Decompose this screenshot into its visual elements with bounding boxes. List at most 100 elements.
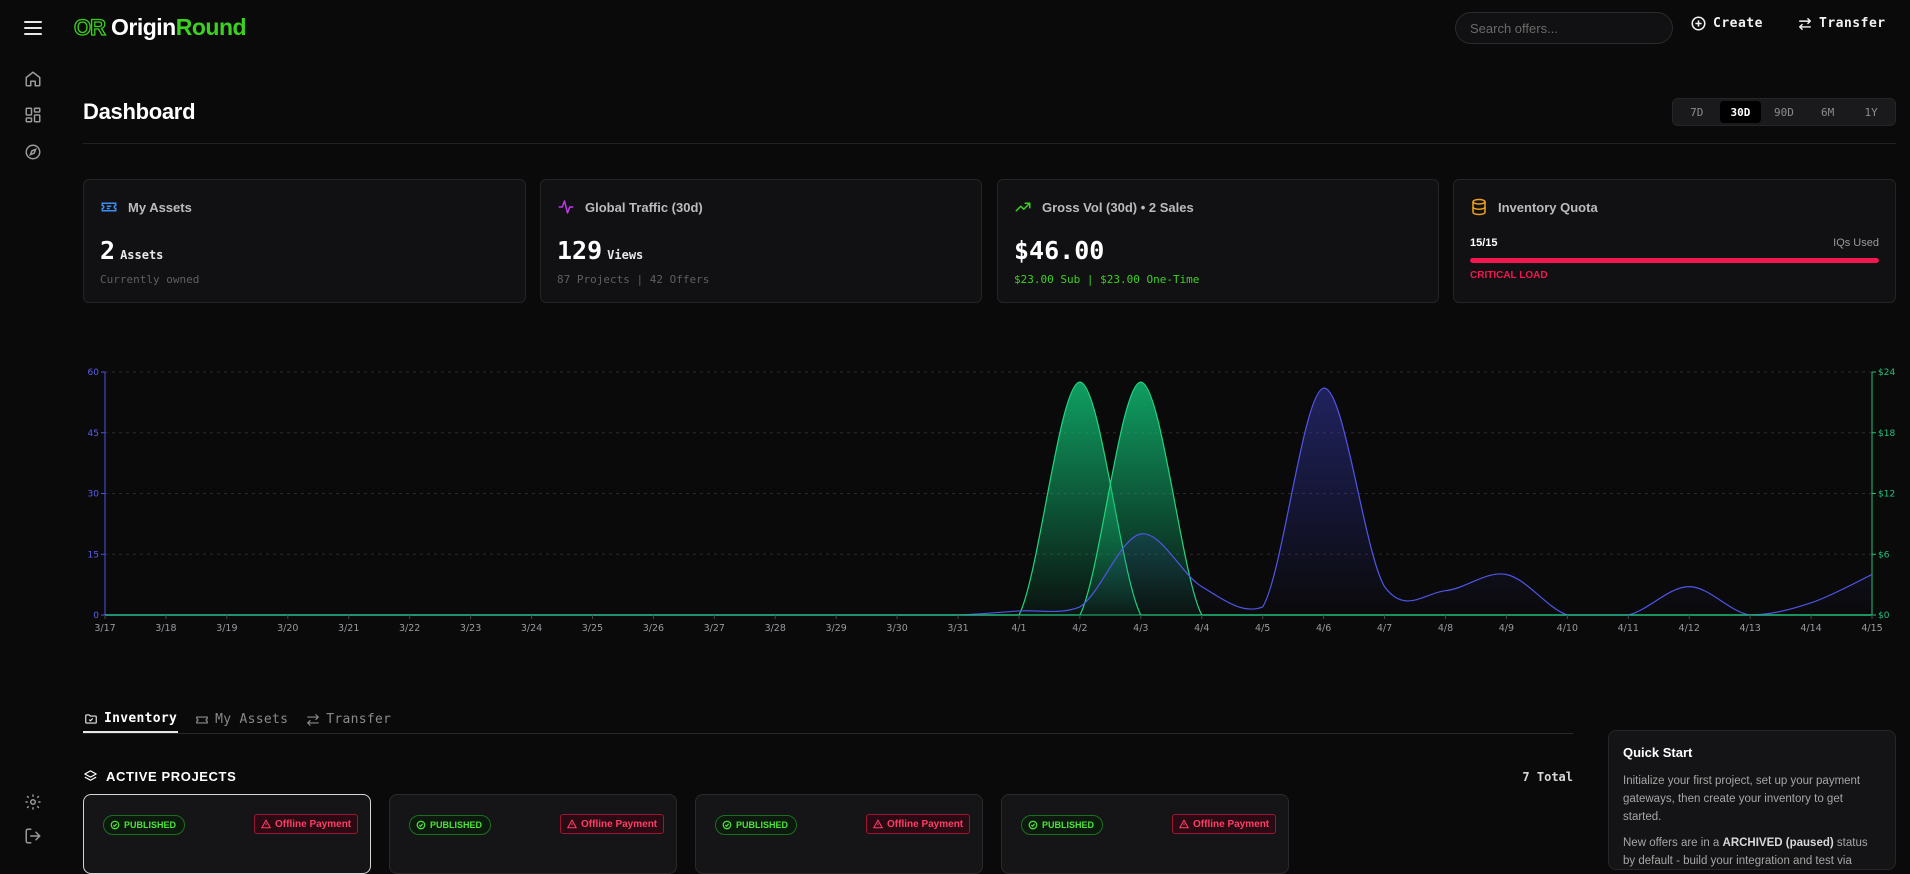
sidebar xyxy=(0,0,66,856)
create-button[interactable]: Create xyxy=(1691,16,1763,31)
x-tick-label: 4/10 xyxy=(1557,623,1578,634)
quickstart-panel: Quick Start Initialize your first projec… xyxy=(1608,730,1896,870)
stat-value: 129 xyxy=(557,236,603,265)
y-tick-label-left: 15 xyxy=(88,550,99,560)
y-tick-label-right: $18 xyxy=(1878,429,1895,439)
brand-name: OriginRound xyxy=(111,14,247,40)
ticket-icon xyxy=(101,202,117,212)
range-selector: 7D 30D 90D 6M 1Y xyxy=(1672,98,1896,126)
logout-icon[interactable] xyxy=(21,824,45,848)
quickstart-text-2: New offers are in a ARCHIVED (paused) st… xyxy=(1623,837,1868,867)
transfer-button[interactable]: Transfer xyxy=(1798,16,1886,31)
tab-my-assets[interactable]: My Assets xyxy=(194,706,289,733)
ticket-icon xyxy=(196,716,208,723)
warning-icon xyxy=(1179,819,1189,829)
dashboard-icon[interactable] xyxy=(21,103,45,127)
stat-unit: Assets xyxy=(120,248,164,262)
x-tick-label: 4/9 xyxy=(1499,623,1514,634)
y-tick-label-left: 45 xyxy=(88,429,99,439)
x-tick-label: 4/14 xyxy=(1800,623,1821,634)
warning-icon xyxy=(567,819,577,829)
stat-card-quota[interactable]: Inventory Quota 15/15 IQs Used CRITICAL … xyxy=(1453,179,1896,303)
transfer-icon xyxy=(1799,17,1811,30)
revenue-series-area xyxy=(105,382,1872,615)
header-divider xyxy=(83,143,1896,144)
search-input[interactable] xyxy=(1455,12,1673,44)
quota-progress-bar xyxy=(1470,258,1879,263)
range-7d[interactable]: 7D xyxy=(1690,105,1704,119)
x-tick-label: 3/31 xyxy=(947,623,968,634)
tab-label: My Assets xyxy=(215,712,289,727)
project-card[interactable]: PUBLISHED Offline Payment xyxy=(695,794,983,874)
status-badge: PUBLISHED xyxy=(103,815,186,835)
range-1y[interactable]: 1Y xyxy=(1864,105,1878,119)
status-badge: PUBLISHED xyxy=(715,815,798,835)
section-title: ACTIVE PROJECTS xyxy=(83,769,236,784)
check-circle-icon xyxy=(1028,820,1038,830)
x-tick-label: 4/3 xyxy=(1133,623,1148,634)
traffic-revenue-chart: 0 $0 15 $6 30 $12 45 $18 60 $24 3/17 3/18 3/19 3/20 3/… xyxy=(88,368,1896,634)
status-badge: PUBLISHED xyxy=(1021,815,1104,835)
tab-transfer[interactable]: Transfer xyxy=(305,706,392,733)
x-tick-label: 3/27 xyxy=(704,623,725,634)
payment-badge: Offline Payment xyxy=(254,814,359,834)
x-tick-label: 3/18 xyxy=(155,623,176,634)
payment-badge: Offline Payment xyxy=(1172,814,1277,834)
brand-logo[interactable]: OR OriginRound xyxy=(73,14,247,41)
quickstart-title: Quick Start xyxy=(1623,745,1693,760)
x-tick-label: 3/22 xyxy=(399,623,420,634)
project-card[interactable]: PUBLISHED Offline Payment xyxy=(389,794,677,874)
warning-icon xyxy=(873,819,883,829)
revenue-series-line xyxy=(105,381,1872,616)
stat-card-gross[interactable]: Gross Vol (30d) • 2 Sales $46.00 $23.00 … xyxy=(997,179,1439,303)
tabs-divider xyxy=(83,733,1573,734)
range-30d[interactable]: 30D xyxy=(1719,101,1762,123)
stat-sub: 87 Projects | 42 Offers xyxy=(557,273,710,286)
stat-sub: $23.00 Sub | $23.00 One-Time xyxy=(1014,273,1200,286)
x-tick-label: 4/15 xyxy=(1861,623,1882,634)
page-title: Dashboard xyxy=(83,99,196,124)
settings-icon[interactable] xyxy=(21,790,45,814)
x-tick-label: 3/25 xyxy=(582,623,603,634)
x-tick-label: 4/6 xyxy=(1316,623,1331,634)
y-tick-label-right: $6 xyxy=(1878,550,1890,560)
x-tick-label: 3/17 xyxy=(94,623,115,634)
x-tick-label: 4/5 xyxy=(1255,623,1270,634)
tab-label: Inventory xyxy=(104,711,178,726)
warning-icon xyxy=(261,819,271,829)
quota-progress-fill xyxy=(1470,258,1879,263)
stat-value: $46.00 xyxy=(1014,236,1105,265)
x-tick-label: 3/20 xyxy=(277,623,298,634)
stat-value: 2 xyxy=(100,236,116,265)
x-tick-label: 3/21 xyxy=(338,623,359,634)
x-tick-label: 3/19 xyxy=(216,623,237,634)
views-series-area xyxy=(105,388,1872,615)
x-tick-label: 3/24 xyxy=(521,623,542,634)
x-tick-label: 4/1 xyxy=(1011,623,1026,634)
y-tick-label-right: $12 xyxy=(1878,490,1895,500)
stat-card-assets[interactable]: My Assets 2 Assets Currently owned xyxy=(83,179,526,303)
range-90d[interactable]: 90D xyxy=(1774,105,1794,119)
layers-icon xyxy=(84,770,97,781)
project-card[interactable]: PUBLISHED Offline Payment xyxy=(1001,794,1289,874)
compass-icon[interactable] xyxy=(21,140,45,164)
plus-circle-icon xyxy=(1691,16,1706,31)
tab-inventory[interactable]: Inventory xyxy=(83,706,179,733)
stat-title: Global Traffic (30d) xyxy=(585,199,703,215)
quota-used: 15/15 xyxy=(1470,237,1498,249)
project-card[interactable]: PUBLISHED Offline Payment xyxy=(83,794,371,874)
activity-icon xyxy=(558,200,574,214)
menu-icon[interactable] xyxy=(21,16,45,40)
transfer-label: Transfer xyxy=(1819,16,1886,31)
stat-card-traffic[interactable]: Global Traffic (30d) 129 Views 87 Projec… xyxy=(540,179,982,303)
create-label: Create xyxy=(1713,16,1763,31)
x-tick-label: 4/11 xyxy=(1618,623,1639,634)
home-icon[interactable] xyxy=(21,67,45,91)
y-tick-label-right: $24 xyxy=(1878,368,1895,378)
status-badge: PUBLISHED xyxy=(409,815,492,835)
x-tick-label: 3/30 xyxy=(886,623,907,634)
range-6m[interactable]: 6M xyxy=(1820,105,1835,119)
views-series-line xyxy=(105,387,1873,616)
y-tick-label-left: 60 xyxy=(88,368,100,378)
revenue-series-area xyxy=(105,382,1872,615)
